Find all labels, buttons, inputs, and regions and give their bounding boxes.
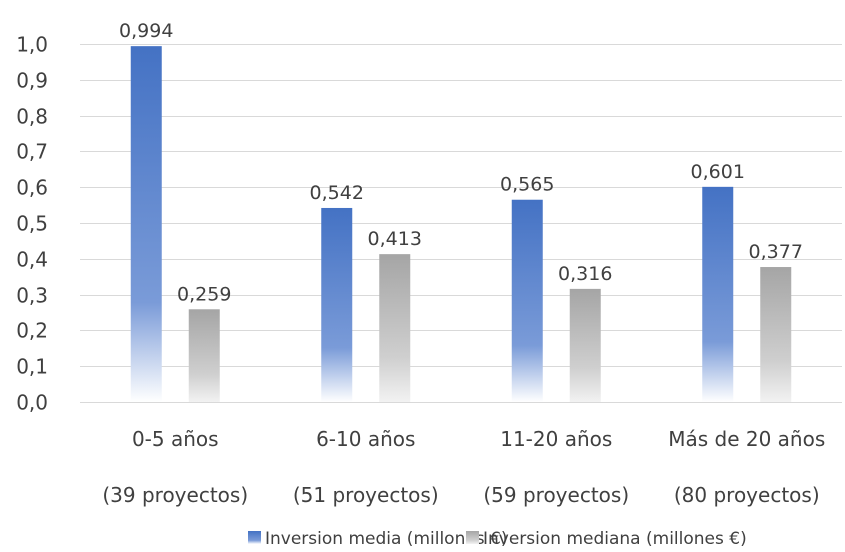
y-tick-label: 0,3 — [16, 284, 48, 308]
y-tick-label: 0,6 — [16, 176, 48, 200]
x-tick-label: 0-5 años — [132, 427, 219, 451]
legend-swatch — [466, 531, 479, 544]
data-label: 0,565 — [500, 174, 554, 196]
y-tick-label: 0,9 — [16, 69, 48, 93]
x-tick-label: 6-10 años — [316, 427, 415, 451]
data-labels: 0,994 0,259 0,542 0,413 0,565 0,316 0,601 0,377 — [119, 20, 803, 305]
x-tick-sublabel: (59 proyectos) — [483, 483, 629, 507]
bar-media — [130, 46, 162, 402]
y-tick-label: 0,1 — [16, 355, 48, 379]
bar-mediana — [188, 309, 220, 402]
bar-media — [702, 186, 734, 402]
y-axis: 0,0 0,1 0,2 0,3 0,4 0,5 0,6 0,7 0,8 0,9 1,0 — [16, 33, 48, 415]
legend-label: Inversion media (millones €) — [265, 529, 508, 549]
y-tick-label: 0,4 — [16, 248, 48, 272]
y-tick-label: 0,5 — [16, 212, 48, 236]
x-tick-sublabel: (51 proyectos) — [293, 483, 439, 507]
bar-mediana — [379, 254, 411, 402]
x-tick-label: 11-20 años — [500, 427, 612, 451]
data-label: 0,601 — [691, 161, 745, 183]
data-label: 0,377 — [749, 241, 803, 263]
bars — [130, 46, 792, 402]
y-tick-label: 0,7 — [16, 140, 48, 164]
y-tick-label: 0,8 — [16, 105, 48, 129]
legend-swatch — [248, 531, 261, 544]
y-tick-label: 0,2 — [16, 319, 48, 343]
bar-mediana — [760, 267, 792, 402]
x-tick-sublabel: (80 proyectos) — [674, 483, 820, 507]
data-label: 0,994 — [119, 20, 173, 42]
y-tick-label: 1,0 — [16, 33, 48, 57]
legend-label: Inversion mediana (millones €) — [483, 529, 747, 549]
bar-media — [511, 199, 543, 402]
bar-mediana — [569, 288, 601, 402]
data-label: 0,259 — [177, 283, 231, 305]
data-label: 0,316 — [558, 263, 612, 285]
x-axis: 0-5 años (39 proyectos) 6-10 años (51 proye… — [102, 427, 825, 507]
data-label: 0,542 — [310, 182, 364, 204]
y-tick-label: 0,0 — [16, 391, 48, 415]
x-tick-label: Más de 20 años — [668, 427, 825, 451]
bar-media — [321, 207, 353, 402]
legend: Inversion media (millones €)Inversion me… — [248, 529, 747, 549]
x-tick-sublabel: (39 proyectos) — [102, 483, 248, 507]
data-label: 0,413 — [368, 228, 422, 250]
